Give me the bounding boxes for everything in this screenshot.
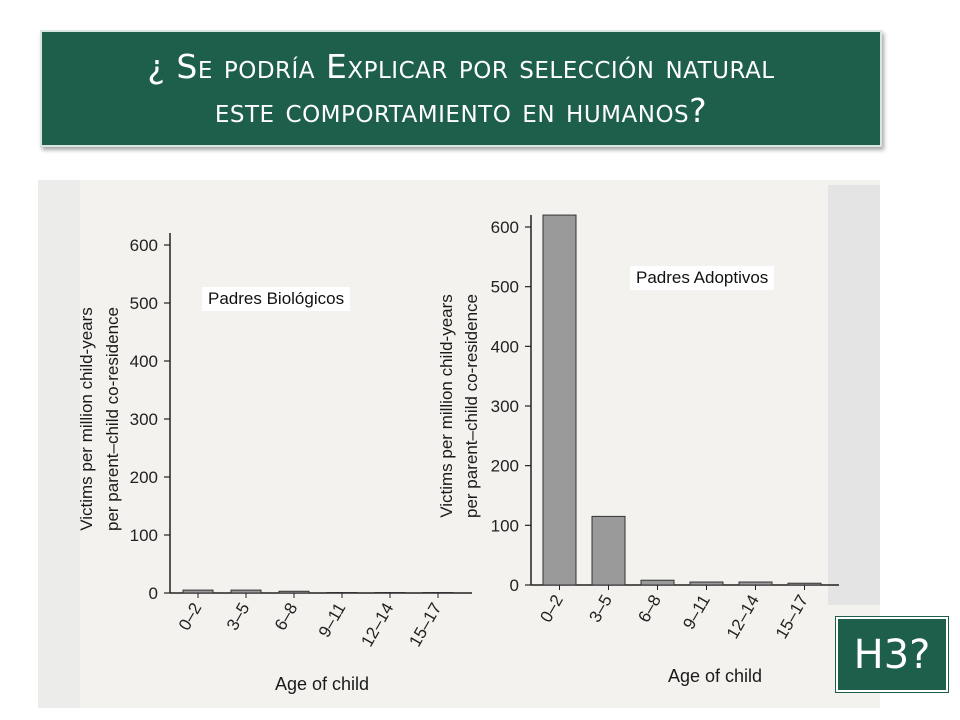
bar (591, 515, 626, 586)
x-tick-label: 6–8 (271, 600, 302, 634)
y-tick-label: 400 (130, 352, 158, 371)
y-tick-label: 500 (491, 278, 519, 297)
bar (230, 589, 262, 594)
bar (787, 582, 822, 586)
y-tick-label: 0 (510, 576, 519, 595)
x-tick-label: 0–2 (536, 592, 567, 626)
bar (422, 592, 454, 594)
x-tick-label: 6–8 (634, 592, 665, 626)
title-line-2: este comportamiento en humanos? (214, 90, 708, 130)
y-tick-label: 200 (130, 468, 158, 487)
bar (640, 579, 675, 586)
y-tick-label: 300 (130, 410, 158, 429)
h3-question-box: H3? (835, 616, 949, 693)
bar (542, 214, 577, 586)
y-tick-label: 100 (491, 516, 519, 535)
y-tick-label: 600 (130, 236, 158, 255)
x-tick-label: 3–5 (585, 592, 616, 626)
bar (278, 590, 310, 594)
x-tick-label: 12–14 (357, 600, 397, 650)
bar (374, 592, 406, 594)
bar (326, 592, 358, 594)
x-tick-label: 3–5 (223, 600, 254, 634)
scanned-page-shade (828, 185, 880, 605)
y-axis-label-line-1: Victims per million child-years (77, 307, 96, 531)
x-tick-label: 9–11 (679, 592, 714, 633)
x-axis-label: Age of child (275, 674, 369, 694)
x-tick-label: 15–17 (405, 600, 445, 650)
panel-label-biological: Padres Biológicos (202, 287, 351, 311)
bar (738, 581, 773, 586)
scanned-page-margin (38, 180, 80, 708)
bar (182, 589, 214, 594)
title-banner: ¿ Se podría Explicar por selección natur… (40, 30, 882, 147)
y-tick-label: 500 (130, 294, 158, 313)
title-line-1: ¿ Se podría Explicar por selección natur… (147, 46, 775, 86)
y-axis-label-line-2: per parent–child co-residence (103, 307, 122, 531)
x-tick-label: 0–2 (175, 600, 206, 634)
y-tick-label: 400 (491, 337, 519, 356)
panel-label-adoptive: Padres Adoptivos (630, 266, 775, 290)
y-axis-label-line-2: per parent–child co-residence (462, 294, 481, 518)
y-tick-label: 600 (491, 218, 519, 237)
bar (689, 581, 724, 586)
y-tick-label: 300 (491, 397, 519, 416)
x-tick-label: 9–11 (315, 600, 350, 641)
y-tick-label: 0 (149, 584, 158, 603)
y-axis-label-line-1: Victims per million child-years (437, 294, 456, 518)
x-tick-label: 12–14 (723, 592, 763, 642)
x-tick-label: 15–17 (772, 592, 812, 642)
y-tick-label: 100 (130, 526, 158, 545)
x-axis-label: Age of child (668, 666, 762, 686)
y-tick-label: 200 (491, 457, 519, 476)
